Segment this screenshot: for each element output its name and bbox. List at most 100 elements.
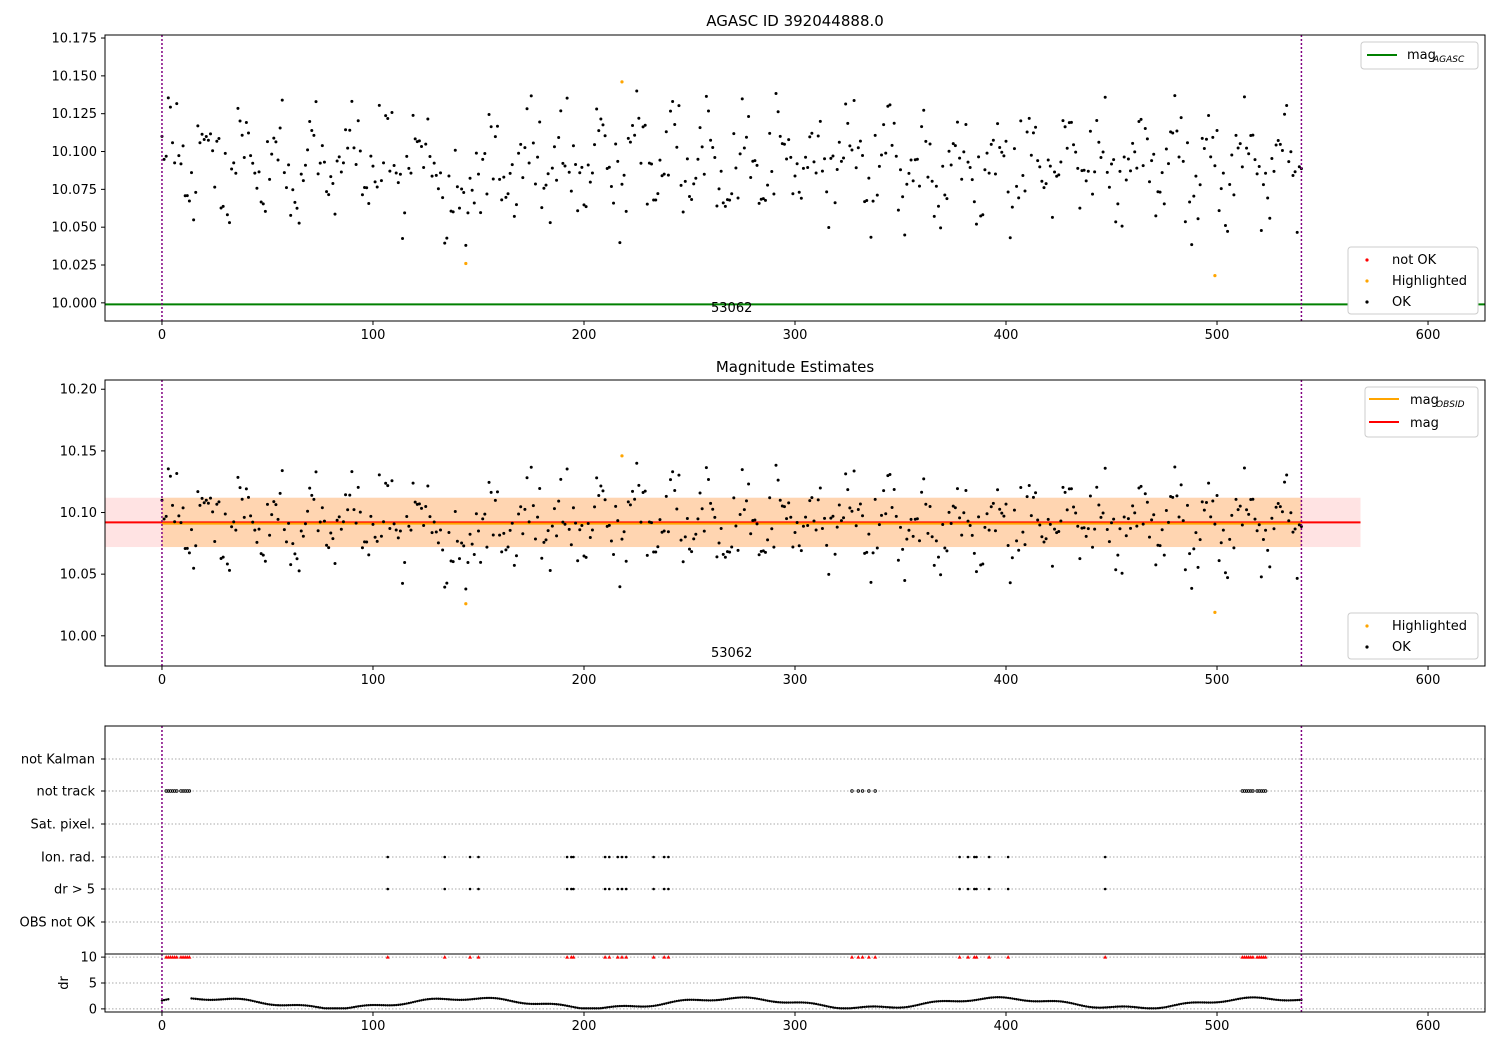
ok-point [926, 531, 930, 535]
dr-point [314, 1005, 318, 1009]
ok-point [268, 177, 272, 181]
dr-point [1258, 996, 1261, 999]
not-track-mark [187, 789, 192, 793]
y-axis-label: dr [57, 976, 72, 990]
ok-point [521, 532, 525, 536]
ok-point [396, 536, 400, 540]
ok-point [367, 553, 371, 557]
not-track-mark [856, 789, 861, 793]
ion-rad-mark [624, 855, 628, 859]
dr-point [1241, 997, 1244, 1000]
legend-label-highlighted: Highlighted [1392, 619, 1467, 634]
ok-point [251, 161, 255, 165]
ok-point [426, 117, 430, 121]
x-tick-label: 0 [158, 328, 166, 343]
dr-point [760, 998, 763, 1001]
ok-point [270, 513, 274, 517]
ok-point [546, 172, 550, 176]
ok-point [487, 480, 491, 484]
dr-point [1243, 996, 1246, 1000]
ok-point [453, 148, 457, 152]
ok-point [1209, 515, 1213, 519]
ok-point [698, 491, 702, 495]
dr-point [401, 1003, 404, 1006]
ok-point [685, 157, 689, 161]
ok-point [276, 158, 280, 162]
dr-point [884, 1005, 887, 1009]
ion-rad-mark [603, 855, 607, 859]
ok-point [1143, 127, 1147, 131]
ok-point [552, 507, 556, 511]
ok-point [808, 499, 812, 503]
ok-point [1295, 230, 1299, 234]
ok-point [1095, 485, 1099, 489]
not-track-mark [1249, 789, 1253, 793]
ok-point [616, 159, 620, 163]
ok-point [1259, 228, 1263, 232]
ok-point [514, 203, 518, 207]
ok-point [664, 494, 668, 498]
ok-point [1183, 220, 1187, 224]
dr-point [1053, 999, 1056, 1003]
dr-point [470, 998, 474, 1001]
ok-point [1234, 497, 1238, 501]
ok-point [529, 94, 533, 98]
legend-label-notok: not OK [1392, 253, 1437, 268]
ok-point [949, 163, 953, 167]
ok-point [261, 553, 265, 557]
dr-point [1057, 1000, 1060, 1003]
ok-point [295, 557, 299, 561]
dr-point [707, 999, 710, 1002]
chart-title: Magnitude Estimates [716, 358, 874, 376]
ok-point [325, 190, 329, 194]
dr-point [1293, 998, 1297, 1002]
ok-point [369, 154, 373, 158]
axes-frame [104, 379, 1486, 667]
dr-point [492, 996, 495, 1000]
ok-point [274, 140, 278, 144]
ok-point [770, 527, 774, 531]
ok-point [265, 140, 269, 144]
ok-point [1133, 150, 1137, 154]
x-tick-label: 100 [361, 328, 386, 343]
ok-point [869, 235, 873, 239]
ok-point [525, 476, 529, 480]
ok-point [696, 157, 700, 161]
dr-point [479, 997, 482, 1000]
ok-point [422, 523, 426, 527]
dr-point [962, 1000, 966, 1003]
ok-point [175, 102, 179, 106]
x-tick-label: 400 [994, 1019, 1019, 1034]
dr-point [878, 1005, 881, 1008]
ok-point [390, 479, 394, 483]
dr-point [441, 997, 444, 1001]
ok-point [683, 535, 687, 539]
not-track-mark [1251, 789, 1255, 793]
ok-point [1247, 152, 1251, 156]
dr-point [814, 1002, 818, 1006]
ok-point [213, 185, 217, 189]
ok-point [538, 120, 542, 124]
dr-point [536, 1002, 539, 1006]
dr-point [570, 1005, 573, 1008]
ok-point [187, 199, 191, 203]
ok-point [232, 520, 236, 524]
ok-point [1141, 164, 1145, 168]
ok-point [930, 179, 934, 183]
ok-point [772, 545, 776, 549]
ok-point [179, 162, 183, 166]
ok-point [793, 530, 797, 534]
not-track-mark [850, 789, 854, 793]
ok-point [308, 486, 312, 490]
ok-point [512, 214, 516, 218]
ok-point [755, 163, 759, 167]
ok-point [637, 116, 641, 120]
ok-point [249, 154, 253, 158]
ok-point [567, 170, 571, 174]
ok-point [1194, 531, 1198, 535]
ok-point [917, 539, 921, 543]
dr-point [861, 1005, 864, 1009]
dr-point [348, 1006, 351, 1009]
ok-point [1245, 508, 1249, 512]
